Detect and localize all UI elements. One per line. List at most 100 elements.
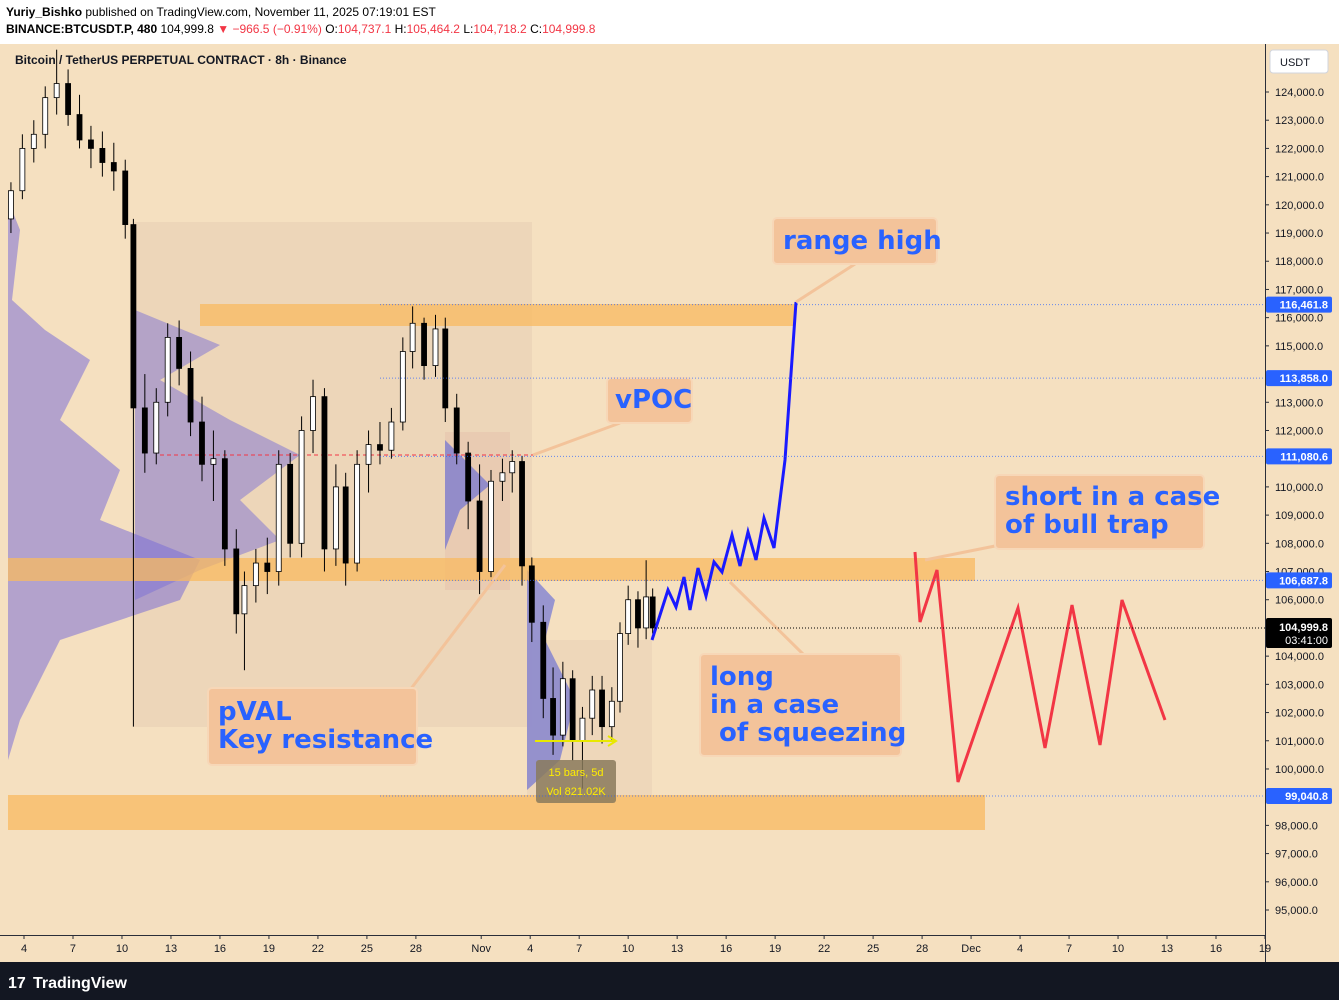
currency-button[interactable] <box>1269 49 1329 74</box>
measure-label-box <box>536 760 616 803</box>
pointer <box>924 543 1001 562</box>
x-tick-label: 25 <box>867 943 879 955</box>
y-tick-label: 101,000.0 <box>1275 736 1324 748</box>
candle-body <box>298 430 305 544</box>
support-zone <box>8 795 985 830</box>
level-label-box <box>1266 572 1332 589</box>
annotation-text: of bull trap <box>1005 510 1169 540</box>
annotations: range high vPOC short in a case of bull … <box>207 217 1220 766</box>
level-label-box <box>1266 370 1332 387</box>
candle-body <box>199 421 205 465</box>
published: published on TradingView.com, November 1… <box>85 5 436 19</box>
candle-body <box>342 486 349 564</box>
x-tick-label: 7 <box>1066 943 1072 955</box>
measure-arrow-head <box>607 735 618 747</box>
candle-body <box>221 458 228 550</box>
resistance-zone <box>200 304 795 326</box>
level-label: 113,858.0 <box>1280 373 1328 385</box>
y-tick-label: 110,000.0 <box>1275 482 1323 494</box>
author: Yuriy_Bishko <box>6 5 82 19</box>
countdown: 03:41:00 <box>1285 635 1328 647</box>
level-label: 99,040.8 <box>1285 791 1328 803</box>
candle-body <box>608 700 615 728</box>
x-tick-label: 13 <box>671 943 683 955</box>
candle-body <box>649 596 656 629</box>
candle-body <box>233 548 240 615</box>
x-tick-label: 28 <box>916 943 928 955</box>
ohlc-value: 105,464.2 <box>407 22 461 36</box>
level-label: 116,461.8 <box>1280 300 1328 312</box>
annotation-text: pVAL <box>218 697 292 727</box>
candle-body <box>42 97 49 135</box>
candle-body <box>617 633 623 702</box>
logo-icon: 17 <box>8 975 26 992</box>
candle-body <box>141 407 148 454</box>
x-tick-label: Nov <box>471 943 491 955</box>
candle-body <box>388 421 395 451</box>
candle-body <box>8 190 14 220</box>
candle-body <box>540 621 547 699</box>
x-tick-label: 19 <box>1259 943 1271 955</box>
candle-body <box>354 463 361 564</box>
y-tick-label: 119,000.0 <box>1275 228 1323 240</box>
candle-body <box>453 407 460 454</box>
candle-body <box>130 224 137 409</box>
ohlc-key: H: <box>395 22 407 36</box>
candle-body <box>519 461 525 567</box>
candle-body <box>153 401 160 454</box>
candle-body <box>550 698 556 736</box>
candle-body <box>635 599 641 629</box>
candle-body <box>377 444 383 451</box>
pointer <box>408 564 507 691</box>
y-tick-label: 95,000.0 <box>1275 905 1318 917</box>
y-tick-label: 97,000.0 <box>1275 849 1318 861</box>
measure-tool: 15 bars, 5d Vol 821.02K <box>535 735 618 803</box>
plot <box>8 49 656 789</box>
chart-title: Bitcoin / TetherUS PERPETUAL CONTRACT · … <box>15 53 347 67</box>
candle-body <box>122 170 129 225</box>
measure-label: Vol 821.02K <box>546 786 606 798</box>
candle-body <box>509 461 516 474</box>
annotation-text: short in a case <box>1005 482 1220 512</box>
ohlc-key: O: <box>325 22 338 36</box>
y-tick-label: 124,000.0 <box>1275 87 1324 99</box>
x-tick-label: 16 <box>214 943 226 955</box>
x-tick-label: 7 <box>70 943 76 955</box>
candle-body <box>53 83 60 99</box>
candle-body <box>210 458 217 465</box>
candle-body <box>187 368 194 423</box>
candle-body <box>625 599 632 634</box>
y-tick-label: 106,000.0 <box>1275 595 1324 607</box>
x-tick-label: 25 <box>361 943 373 955</box>
candle-body <box>559 678 566 736</box>
candle-body <box>599 689 605 728</box>
candle-body <box>164 336 171 403</box>
candle-body <box>65 83 71 115</box>
annotation-text: vPOC <box>615 385 692 415</box>
pointer <box>532 421 621 457</box>
x-tick-label: 22 <box>818 943 830 955</box>
x-tick-label: 19 <box>263 943 275 955</box>
annotation-text: of squeezing <box>710 718 906 748</box>
y-tick-label: 109,000.0 <box>1275 510 1324 522</box>
measure-label: 15 bars, 5d <box>548 767 603 779</box>
candle-body <box>421 322 427 367</box>
bull-projection <box>650 301 798 641</box>
ohlc-value: 104,718.2 <box>473 22 527 36</box>
ohlc-value: 104,999.8 <box>542 22 596 36</box>
projections <box>650 301 1167 783</box>
annotation-box <box>606 377 693 424</box>
y-tick-label: 96,000.0 <box>1275 877 1318 889</box>
candle-body <box>476 500 483 572</box>
annotation-box <box>994 474 1205 550</box>
candle-body <box>332 486 339 550</box>
candle-body <box>110 162 117 172</box>
candle-body <box>409 322 416 352</box>
level-label: 106,687.8 <box>1279 575 1328 587</box>
x-tick-label: 10 <box>116 943 128 955</box>
candle-body <box>579 717 586 742</box>
y-tick-label: 123,000.0 <box>1275 115 1324 127</box>
y-tick-label: 108,000.0 <box>1275 538 1324 550</box>
currency[interactable]: USDT <box>1280 57 1310 69</box>
